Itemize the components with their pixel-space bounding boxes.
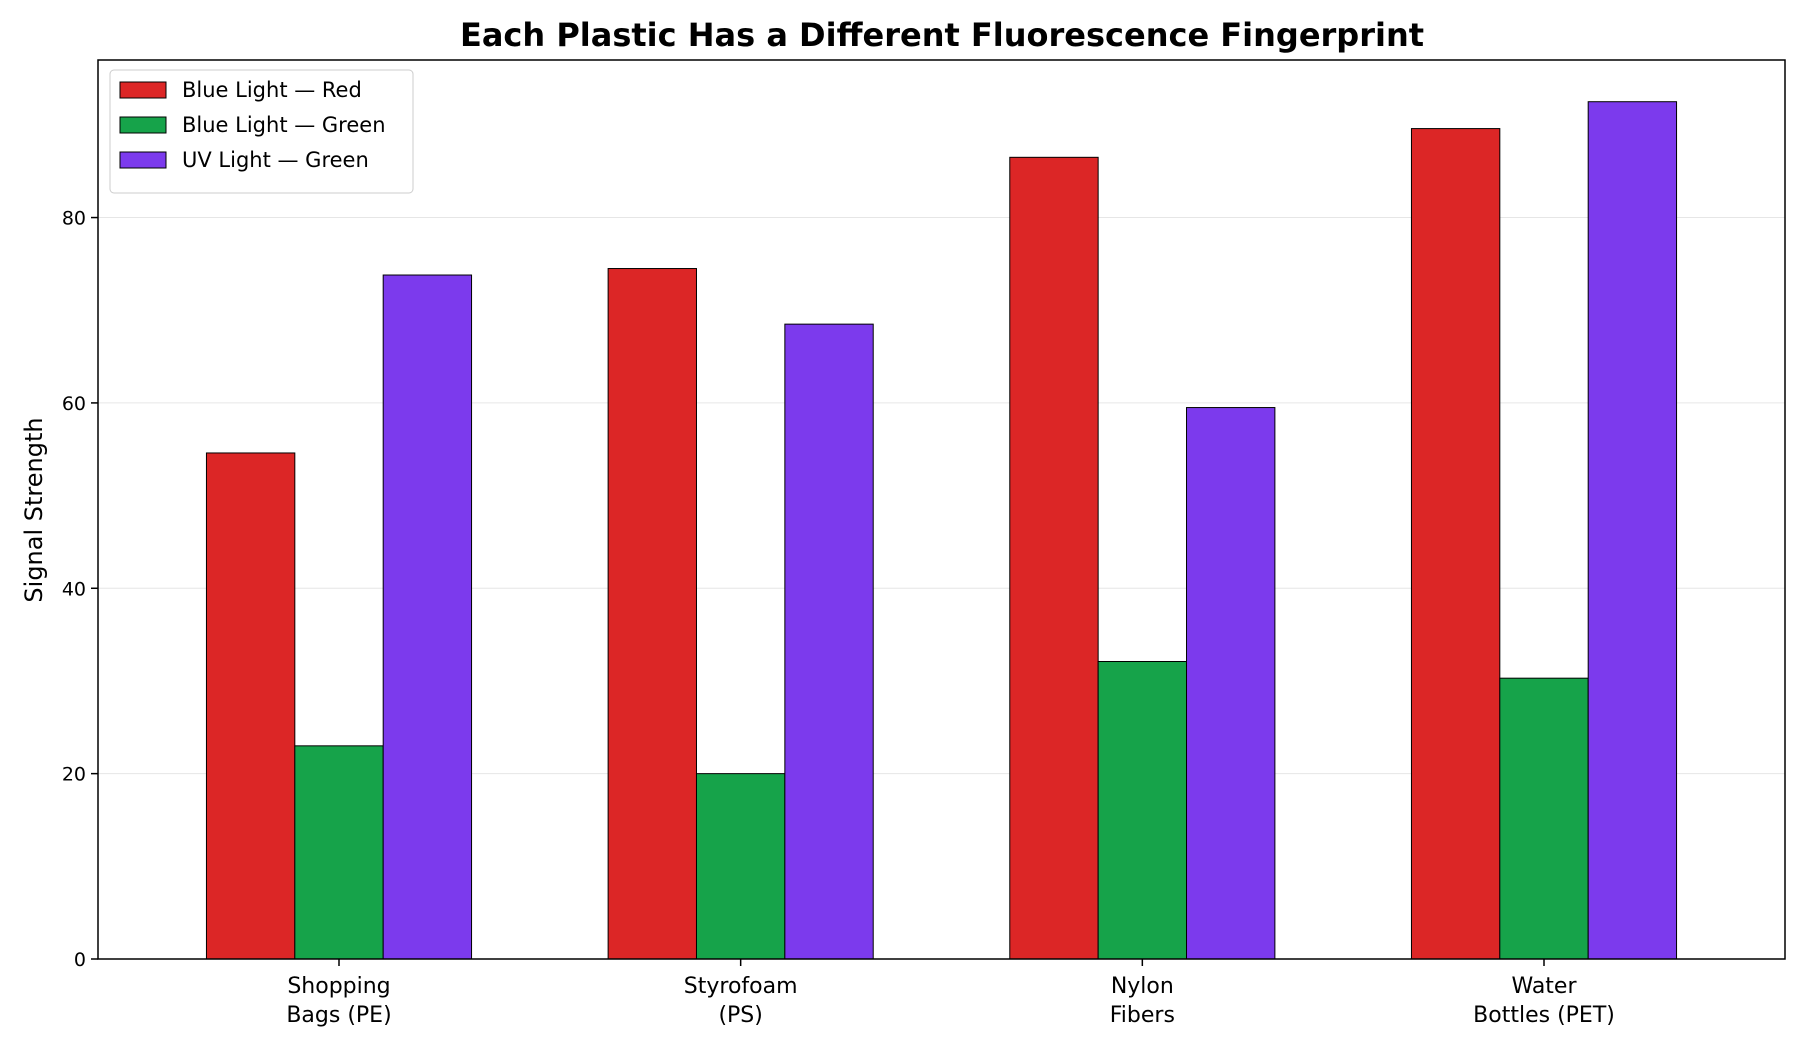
legend-label-1: Blue Light — Green [182,113,386,137]
bar-series2-cat1 [784,323,874,960]
bar-series2-cat0 [382,274,473,960]
bar-series1-cat3 [1499,677,1589,960]
x-tick-label-3: Water Bottles (PET) [1473,974,1615,1028]
y-tick-label-1: 20 [62,764,86,786]
bar-series1-cat0 [294,745,384,960]
bars [205,101,1678,960]
bar-series1-cat1 [695,773,786,960]
legend-swatch-0 [119,81,167,99]
y-axis-label: Signal Strength [20,417,48,602]
plot-frame [97,59,1786,960]
legend: Blue Light — Red Blue Light — Green UV Lig… [109,69,414,194]
bar-series2-cat2 [1186,407,1276,960]
axes: 0 20 40 60 80 Shopping Bags (PE) Styrofoam (PS) N… [62,59,1786,1028]
bar-series0-cat0 [205,452,296,960]
y-tick-label-2: 40 [62,578,86,600]
y-tick-label-4: 80 [62,208,86,230]
bar-series2-cat3 [1587,101,1678,960]
legend-swatch-2 [119,151,167,169]
x-tick-label-1: Styrofoam (PS) [684,974,798,1028]
y-tick-label-0: 0 [74,949,86,971]
chart-title: Each Plastic Has a Different Fluorescenc… [460,16,1424,54]
legend-label-0: Blue Light — Red [182,78,362,102]
x-tick-label-2: Nylon Fibers [1110,974,1175,1028]
legend-box [109,69,414,194]
bar-series0-cat3 [1410,128,1501,960]
legend-swatch-1 [119,116,167,134]
y-tick-label-3: 60 [62,393,86,415]
bar-series0-cat2 [1009,156,1099,960]
x-tick-label-0: Shopping Bags (PE) [286,974,391,1028]
legend-label-2: UV Light — Green [182,148,369,172]
bar-series0-cat1 [607,268,697,960]
bar-series1-cat2 [1097,660,1188,960]
